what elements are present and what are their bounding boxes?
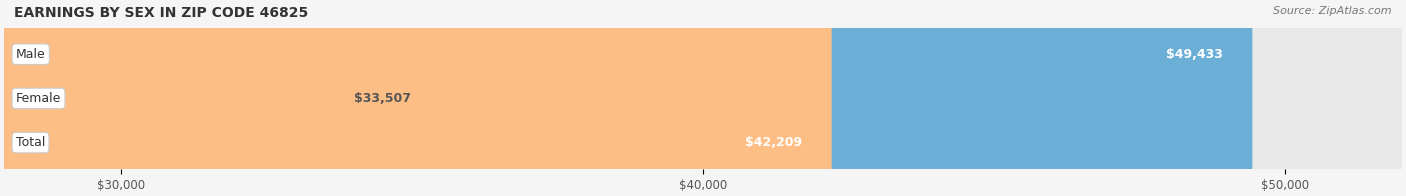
Text: Female: Female [15,92,62,105]
FancyBboxPatch shape [0,0,703,196]
FancyBboxPatch shape [4,0,1402,196]
Text: Total: Total [15,136,45,149]
Text: Source: ZipAtlas.com: Source: ZipAtlas.com [1274,6,1392,16]
Text: Male: Male [15,48,45,61]
Text: EARNINGS BY SEX IN ZIP CODE 46825: EARNINGS BY SEX IN ZIP CODE 46825 [14,6,308,20]
Text: $42,209: $42,209 [745,136,803,149]
FancyBboxPatch shape [4,0,1402,196]
Text: $33,507: $33,507 [354,92,411,105]
Text: $49,433: $49,433 [1167,48,1223,61]
FancyBboxPatch shape [4,0,1402,196]
FancyBboxPatch shape [4,0,1253,196]
FancyBboxPatch shape [4,0,831,196]
